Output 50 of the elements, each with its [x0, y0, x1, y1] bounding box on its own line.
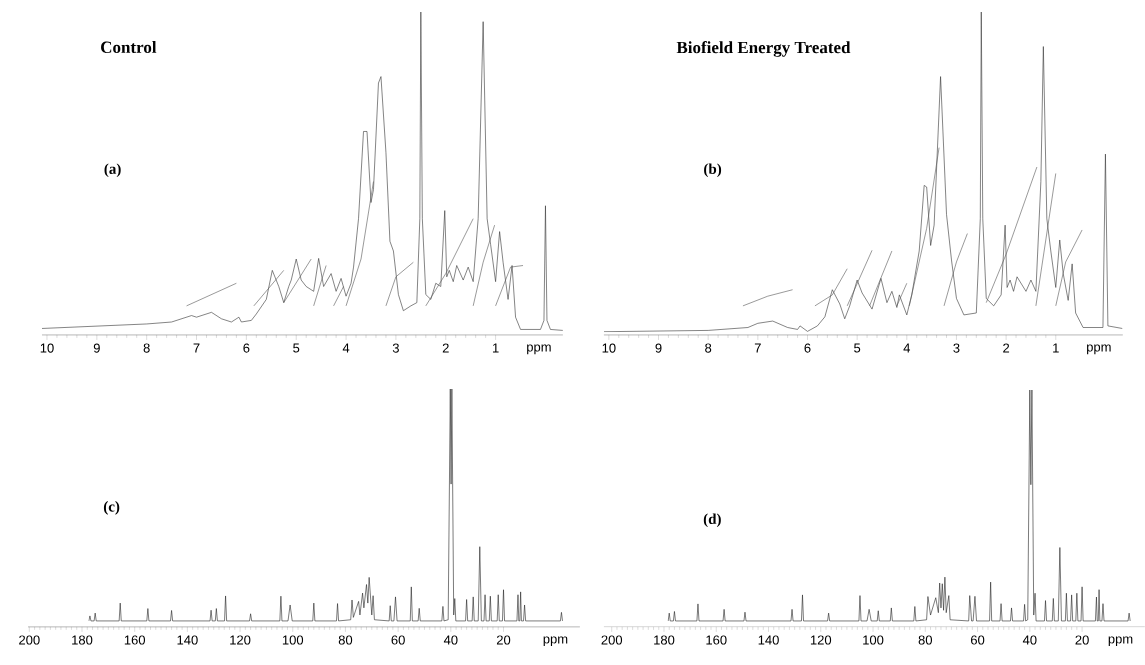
x-tick-label: 5	[293, 343, 300, 353]
text: Control	[101, 41, 157, 54]
x-tick-label: 9	[93, 343, 100, 353]
annotation: (b)	[704, 163, 722, 178]
x-tick-label: 6	[243, 343, 250, 353]
x-tick-label: 9	[655, 343, 662, 353]
annotation: (d)	[703, 513, 721, 528]
x-tick-label: 120	[810, 635, 832, 645]
x-tick-label: 5	[854, 343, 861, 353]
x-tick-label: 6	[804, 343, 811, 353]
annotation: (c)	[103, 501, 120, 515]
x-tick-label: 1	[492, 343, 499, 353]
x-tick-label: 8	[705, 343, 712, 353]
x-tick-label: 160	[124, 635, 146, 645]
x-tick-label: 8	[143, 343, 150, 353]
annotation: (a)	[104, 163, 121, 178]
x-tick-label: 100	[863, 635, 884, 645]
x-tick-label: 4	[342, 343, 350, 353]
x-tick-label: 60	[391, 635, 405, 645]
x-axis-title: ppm	[543, 636, 568, 647]
x-axis-title: ppm	[527, 344, 551, 355]
x-tick-label: 10	[40, 343, 54, 353]
x-tick-label: 3	[953, 343, 960, 353]
x-tick-label: 80	[918, 635, 933, 645]
x-tick-label: 2	[442, 343, 449, 353]
x-tick-label: 20	[496, 635, 511, 645]
x-tick-label: 7	[193, 343, 200, 353]
x-tick-label: 200	[19, 635, 40, 645]
x-tick-label: 2	[1003, 343, 1010, 353]
x-tick-label: 140	[758, 635, 779, 645]
x-tick-label: 160	[706, 635, 727, 645]
x-tick-label: 3	[392, 343, 399, 353]
x-axis-title: ppm	[1087, 344, 1111, 355]
text: Biofield Energy Treated	[676, 41, 851, 57]
x-tick-label: 7	[754, 343, 761, 353]
x-tick-label: 140	[177, 635, 198, 645]
x-tick-label: 10	[602, 343, 616, 353]
x-tick-label: 180	[72, 635, 93, 645]
x-tick-label: 40	[443, 635, 458, 645]
x-tick-label: 4	[903, 343, 911, 353]
x-tick-label: 1	[1053, 343, 1059, 353]
x-tick-label: 20	[1075, 635, 1089, 645]
x-tick-label: 180	[654, 635, 675, 645]
x-axis-title: ppm	[1108, 636, 1133, 647]
x-tick-label: 120	[230, 635, 251, 645]
x-tick-label: 100	[282, 635, 304, 645]
x-tick-label: 80	[338, 635, 353, 645]
x-tick-label: 40	[1022, 635, 1037, 645]
x-tick-label: 200	[601, 635, 623, 645]
x-tick-label: 60	[970, 635, 985, 645]
